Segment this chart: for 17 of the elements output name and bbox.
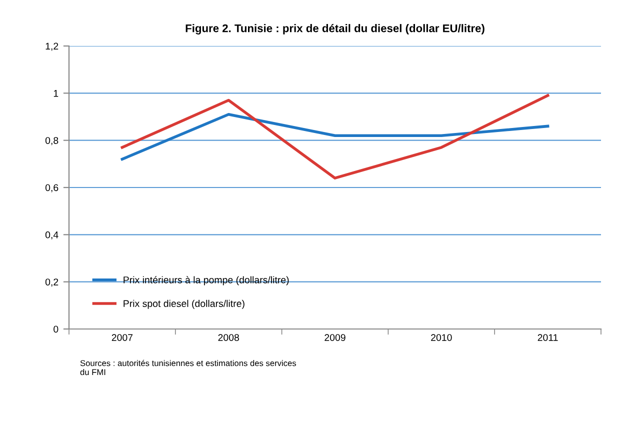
y-tick-label: 1 (54, 90, 58, 97)
x-tick-label: 2010 (431, 334, 452, 341)
x-tick-label: 2009 (324, 334, 346, 341)
chart-title: Figure 2. Tunisie : prix de détail du diesel (dollar EU/litre) (186, 24, 484, 34)
legend-label: Prix spot diesel (dollars/litre) (124, 300, 244, 309)
x-tick-label: 2008 (218, 334, 239, 341)
x-tick-label: 2011 (538, 334, 558, 341)
x-tick-label: 2007 (112, 334, 133, 341)
source-note: Sources : autorités tunisiennes et estimations des services du FMI (80, 360, 296, 376)
line-series (120, 94, 550, 180)
line-series (120, 113, 550, 161)
y-tick-label: 0,6 (45, 184, 58, 192)
y-tick-label: 0,2 (45, 278, 58, 287)
y-tick-label: 0,4 (45, 231, 58, 240)
y-tick-label: 1,2 (46, 42, 58, 51)
y-tick-label: 0 (54, 326, 58, 333)
y-tick-label: 0,8 (45, 137, 58, 146)
